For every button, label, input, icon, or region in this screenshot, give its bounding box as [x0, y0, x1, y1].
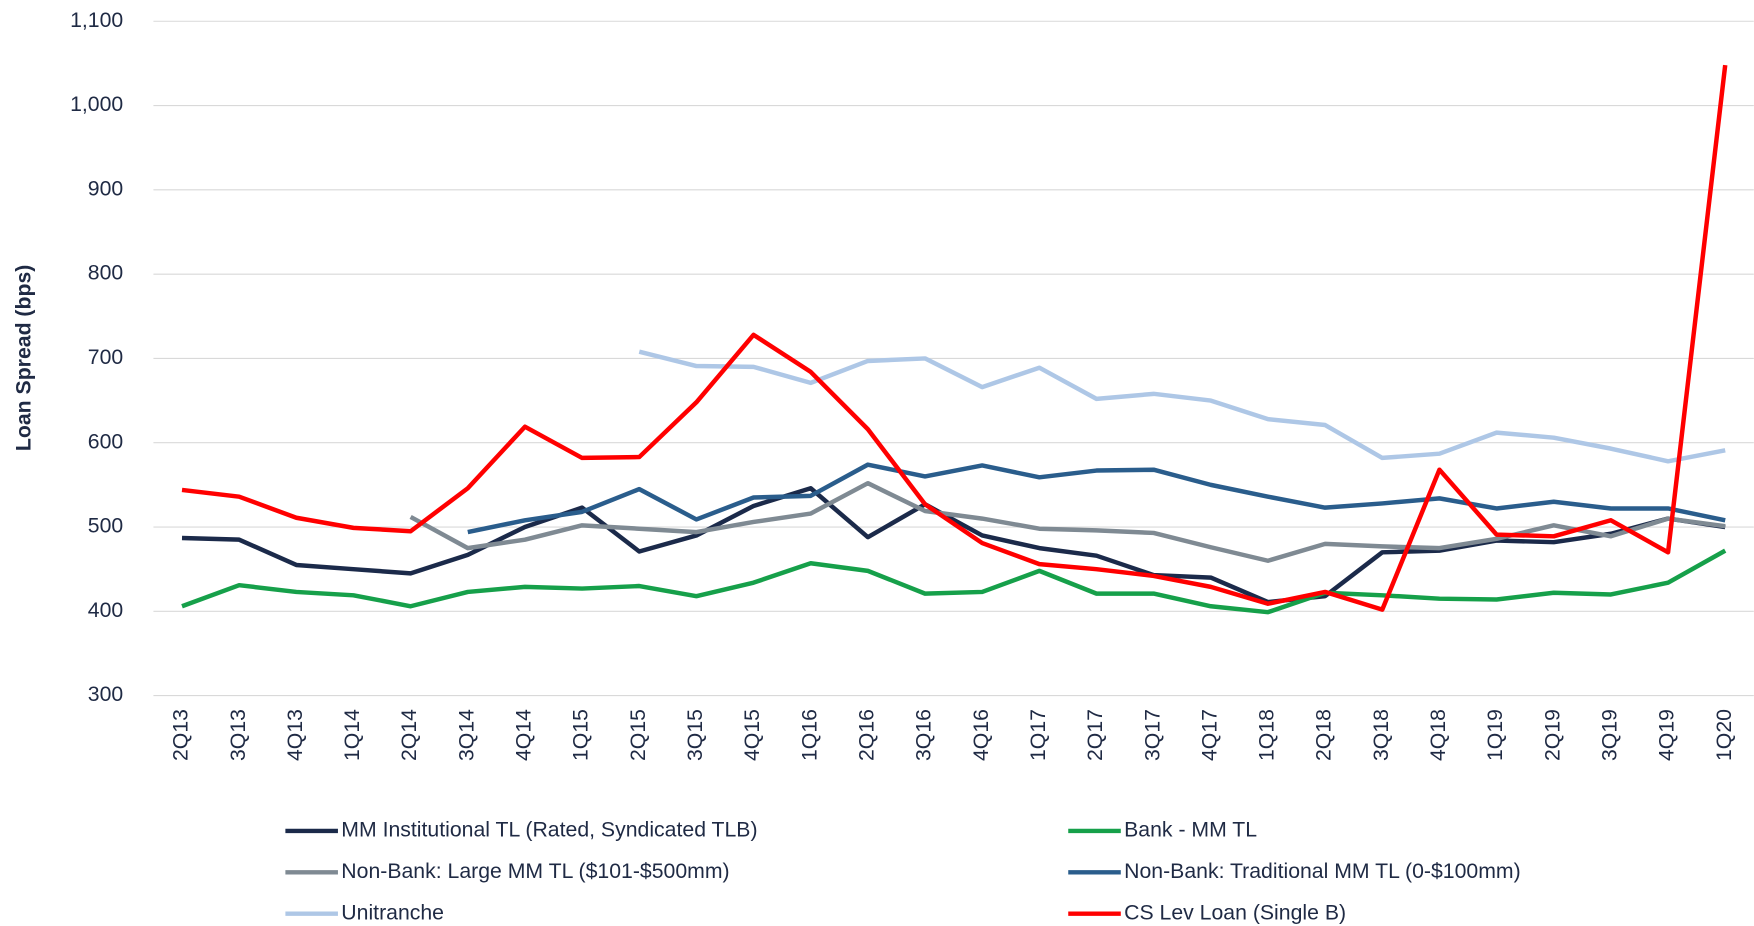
series-line [181, 486, 1726, 605]
x-tick-label: 2Q17 [1083, 709, 1107, 761]
x-tick-label: 4Q14 [512, 709, 536, 761]
y-axis-title: Loan Spread (bps) [11, 265, 35, 451]
x-tick-label: 3Q13 [226, 709, 250, 761]
series-line [409, 480, 1726, 563]
legend-label: Non-Bank: Traditional MM TL (0-$100mm) [1124, 859, 1521, 883]
x-tick-label: 1Q16 [797, 709, 821, 761]
y-tick-label: 1,100 [70, 8, 123, 32]
x-tick-label: 1Q20 [1712, 709, 1736, 761]
x-tick-label: 2Q14 [397, 709, 421, 761]
x-tick-label: 4Q15 [740, 709, 764, 761]
x-tick-label: 1Q15 [569, 709, 593, 761]
x-tick-label: 4Q13 [283, 709, 307, 761]
series-line [181, 64, 1728, 612]
x-tick-label: 4Q16 [969, 709, 993, 761]
y-tick-label: 500 [88, 514, 123, 538]
x-tick-label: 2Q18 [1312, 709, 1336, 761]
x-tick-label: 3Q16 [912, 709, 936, 761]
x-tick-label: 1Q14 [340, 709, 364, 761]
x-tick-label: 4Q18 [1426, 709, 1450, 761]
y-tick-label: 900 [88, 176, 123, 200]
x-tick-label: 2Q15 [626, 709, 650, 761]
x-tick-label: 1Q19 [1483, 709, 1507, 761]
x-tick-label: 2Q16 [854, 709, 878, 761]
x-tick-label: 1Q18 [1255, 709, 1279, 761]
legend-label: CS Lev Loan (Single B) [1124, 900, 1346, 924]
y-tick-label: 400 [88, 598, 123, 622]
x-tick-label: 2Q19 [1540, 709, 1564, 761]
x-tick-label: 4Q19 [1655, 709, 1679, 761]
x-tick-label: 2Q13 [169, 709, 193, 761]
legend-label: Bank - MM TL [1124, 818, 1257, 842]
legend-label: MM Institutional TL (Rated, Syndicated T… [341, 818, 757, 842]
y-tick-label: 1,000 [70, 92, 123, 116]
x-tick-label: 3Q17 [1140, 709, 1164, 761]
legend-label: Unitranche [341, 900, 444, 924]
legend-label: Non-Bank: Large MM TL ($101-$500mm) [341, 859, 729, 883]
y-tick-label: 800 [88, 261, 123, 285]
y-tick-label: 300 [88, 682, 123, 706]
y-tick-label: 600 [88, 429, 123, 453]
x-tick-label: 3Q19 [1598, 709, 1622, 761]
x-tick-label: 3Q14 [454, 709, 478, 761]
series-line [181, 548, 1727, 615]
series-line [467, 462, 1726, 535]
y-tick-label: 700 [88, 345, 123, 369]
x-tick-label: 4Q17 [1197, 709, 1221, 761]
x-tick-label: 3Q15 [683, 709, 707, 761]
x-tick-label: 3Q18 [1369, 709, 1393, 761]
x-tick-label: 1Q17 [1026, 709, 1050, 761]
